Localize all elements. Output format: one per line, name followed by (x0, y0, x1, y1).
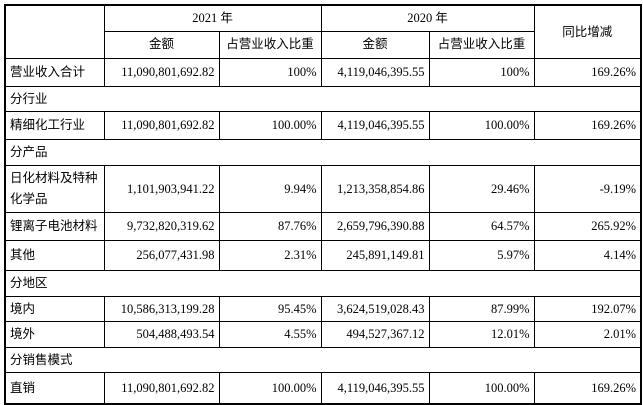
row-direct-sales: 直销 11,090,801,692.82 100.00% 4,119,046,3… (4, 372, 642, 405)
cell-amount-2020: 4,119,046,395.55 (320, 57, 430, 87)
section-label: 分销售模式 (4, 346, 642, 374)
cell-yoy: 192.07% (533, 295, 642, 323)
cell-label: 境外 (4, 321, 105, 348)
section-label: 分产品 (4, 139, 642, 166)
cell-ratio-2021: 100.00% (218, 111, 322, 141)
cell-amount-2020: 4,119,046,395.55 (320, 111, 430, 141)
cell-ratio-2020: 64.57% (428, 211, 535, 241)
cell-ratio-2021: 100.00% (218, 372, 322, 405)
cell-yoy: -9.19% (533, 164, 642, 213)
cell-ratio-2021: 100% (218, 57, 322, 87)
cell-amount-2021: 11,090,801,692.82 (103, 111, 220, 141)
header-year-2020: 2020 年 (320, 4, 535, 32)
cell-ratio-2020: 100% (428, 57, 535, 87)
cell-yoy: 169.26% (533, 372, 642, 405)
cell-yoy: 169.26% (533, 111, 642, 141)
cell-label: 锂离子电池材料 (4, 211, 105, 241)
cell-amount-2020: 2,659,796,390.88 (320, 211, 430, 241)
row-other: 其他 256,077,431.98 2.31% 245,891,149.81 5… (4, 239, 642, 271)
section-by-sales-model: 分销售模式 (4, 346, 642, 374)
cell-ratio-2021: 87.76% (218, 211, 322, 241)
cell-yoy: 4.14% (533, 239, 642, 271)
cell-amount-2021: 504,488,493.54 (103, 321, 220, 348)
cell-yoy: 265.92% (533, 211, 642, 241)
cell-label: 日化材料及特种化学品 (4, 164, 105, 213)
cell-ratio-2021: 2.31% (218, 239, 322, 271)
cell-amount-2020: 245,891,149.81 (320, 239, 430, 271)
row-daily-chemical-materials: 日化材料及特种化学品 1,101,903,941.22 9.94% 1,213,… (4, 164, 642, 213)
cell-ratio-2020: 29.46% (428, 164, 535, 213)
cell-ratio-2021: 9.94% (218, 164, 322, 213)
header-yoy: 同比增减 (533, 4, 642, 59)
cell-ratio-2020: 100.00% (428, 372, 535, 405)
section-by-product: 分产品 (4, 139, 642, 166)
cell-amount-2021: 10,586,313,199.28 (103, 295, 220, 323)
cell-ratio-2020: 87.99% (428, 295, 535, 323)
cell-yoy: 169.26% (533, 57, 642, 87)
cell-ratio-2020: 5.97% (428, 239, 535, 271)
section-by-industry: 分行业 (4, 85, 642, 113)
section-label: 分地区 (4, 269, 642, 297)
header-row-years: 2021 年 2020 年 同比增减 (4, 4, 642, 59)
cell-label: 境内 (4, 295, 105, 323)
row-total-revenue: 营业收入合计 11,090,801,692.82 100% 4,119,046,… (4, 57, 642, 87)
cell-ratio-2021: 95.45% (218, 295, 322, 323)
cell-ratio-2021: 4.55% (218, 321, 322, 348)
cell-ratio-2020: 100.00% (428, 111, 535, 141)
row-overseas: 境外 504,488,493.54 4.55% 494,527,367.12 1… (4, 321, 642, 348)
row-fine-chemical-industry: 精细化工行业 11,090,801,692.82 100.00% 4,119,0… (4, 111, 642, 141)
row-domestic: 境内 10,586,313,199.28 95.45% 3,624,519,02… (4, 295, 642, 323)
section-label: 分行业 (4, 85, 642, 113)
cell-label: 其他 (4, 239, 105, 271)
cell-amount-2021: 256,077,431.98 (103, 239, 220, 271)
header-ratio-2021: 占营业收入比重 (218, 30, 322, 59)
header-empty-corner-cell (4, 4, 105, 59)
cell-label: 精细化工行业 (4, 111, 105, 141)
cell-amount-2021: 11,090,801,692.82 (103, 57, 220, 87)
cell-amount-2021: 9,732,820,319.62 (103, 211, 220, 241)
cell-label: 直销 (4, 372, 105, 405)
cell-yoy: 2.01% (533, 321, 642, 348)
cell-amount-2020: 494,527,367.12 (320, 321, 430, 348)
header-ratio-2020: 占营业收入比重 (428, 30, 535, 59)
header-row-metrics: 金额 占营业收入比重 金额 占营业收入比重 (5, 30, 641, 59)
cell-amount-2021: 11,090,801,692.82 (103, 372, 220, 405)
header-year-2021: 2021 年 (103, 4, 322, 32)
header-amount-2020: 金额 (320, 30, 430, 59)
cell-amount-2021: 1,101,903,941.22 (103, 164, 220, 213)
section-by-region: 分地区 (4, 269, 642, 297)
cell-amount-2020: 1,213,358,854.86 (320, 164, 430, 213)
revenue-breakdown-table: 2021 年 2020 年 同比增减 金额 占营业收入比重 金额 占营业收入比重… (4, 4, 643, 405)
cell-amount-2020: 4,119,046,395.55 (320, 372, 430, 405)
cell-label: 营业收入合计 (4, 57, 105, 87)
cell-amount-2020: 3,624,519,028.43 (320, 295, 430, 323)
header-amount-2021: 金额 (103, 30, 220, 59)
cell-ratio-2020: 12.01% (428, 321, 535, 348)
row-lithium-battery-materials: 锂离子电池材料 9,732,820,319.62 87.76% 2,659,79… (4, 211, 642, 241)
